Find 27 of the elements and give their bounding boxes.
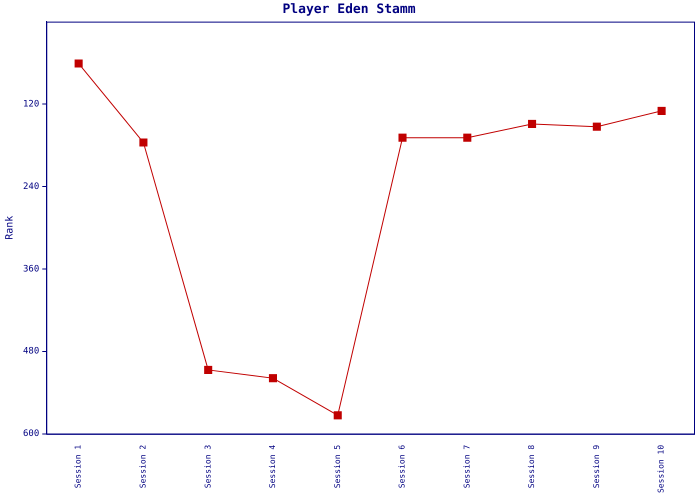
x-tick-label: Session 2 (138, 444, 148, 488)
y-tick-label: 480 (22, 346, 40, 357)
point (658, 106, 666, 115)
x-tick-label: Session 7 (462, 444, 472, 488)
x-tick-label: Session 6 (398, 444, 407, 488)
point (398, 134, 407, 142)
x-tick-label: Session 8 (527, 444, 536, 488)
chart-title: Player Eden Stamm (282, 2, 416, 18)
y-tick-label: 600 (22, 429, 40, 440)
y-tick-label: 120 (22, 99, 40, 110)
y-tick-label: 360 (22, 264, 40, 274)
x-tick-label: Session 10 (656, 444, 666, 494)
x-tick-label: Session 5 (332, 444, 342, 488)
point (334, 411, 342, 420)
point (204, 366, 212, 374)
x-tick-label: Session 1 (74, 444, 83, 488)
x-tick-label: Session 3 (203, 444, 212, 488)
x-tick-label: Session 4 (268, 444, 278, 488)
point (268, 374, 277, 382)
y-axis-title: Rank (4, 216, 16, 240)
y-tick-label: 240 (22, 182, 40, 192)
point (592, 122, 601, 131)
point (139, 138, 148, 147)
point (528, 120, 536, 128)
x-tick-label: Session 9 (592, 444, 601, 488)
point (463, 134, 472, 142)
point (74, 59, 83, 68)
